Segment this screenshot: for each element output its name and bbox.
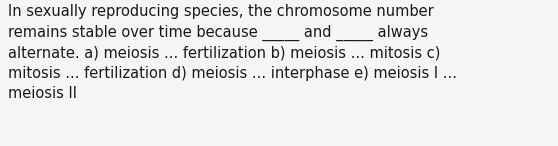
Text: In sexually reproducing species, the chromosome number
remains stable over time : In sexually reproducing species, the chr…	[8, 4, 458, 101]
